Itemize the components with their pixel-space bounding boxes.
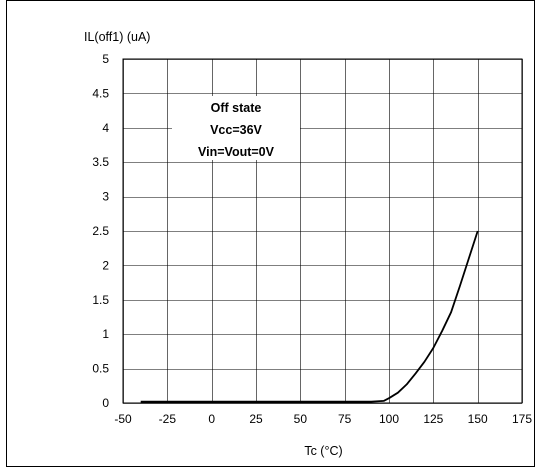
y-tick-label: 3 — [102, 190, 109, 204]
x-axis-title: Tc (°C) — [304, 444, 342, 458]
x-tick-label: 0 — [208, 412, 215, 426]
series — [140, 230, 479, 403]
annotation-box: Off state Vcc=36V Vin=Vout=0V — [172, 96, 300, 160]
y-tick-label: 1.5 — [92, 293, 109, 307]
x-tick-label: 75 — [338, 412, 352, 426]
x-tick-label: 50 — [294, 412, 308, 426]
x-tick-label: 175 — [512, 412, 532, 426]
y-tick-label: 3.5 — [92, 155, 109, 169]
y-tick-label: 5 — [102, 52, 109, 66]
annotation-line-1: Off state — [211, 101, 262, 115]
y-tick-label: 2.5 — [92, 224, 109, 238]
x-tick-label: 100 — [379, 412, 399, 426]
plot-frame — [122, 58, 523, 404]
y-tick-label: 0.5 — [92, 362, 109, 376]
annotation-line-3: Vin=Vout=0V — [198, 145, 275, 159]
x-tick-label: 150 — [468, 412, 488, 426]
y-axis-title: IL(off1) (uA) — [84, 30, 150, 44]
chart-outer-frame — [6, 0, 535, 467]
tick-labels: -50 -25 0 25 50 75 100 125 150 175 0 0.5 1 1.5 2 2.5 3 3.… — [92, 52, 532, 426]
x-tick-label: 125 — [423, 412, 443, 426]
y-tick-label: 4 — [102, 121, 109, 135]
x-tick-label: -50 — [114, 412, 132, 426]
series-line — [140, 230, 479, 403]
y-tick-label: 0 — [102, 396, 109, 410]
x-tick-label: 25 — [249, 412, 263, 426]
annotation-line-2: Vcc=36V — [210, 123, 262, 137]
y-tick-label: 2 — [102, 258, 109, 272]
annotation-background — [172, 96, 300, 160]
x-tick-label: -25 — [159, 412, 177, 426]
y-tick-label: 1 — [102, 327, 109, 341]
y-tick-label: 4.5 — [92, 86, 109, 100]
